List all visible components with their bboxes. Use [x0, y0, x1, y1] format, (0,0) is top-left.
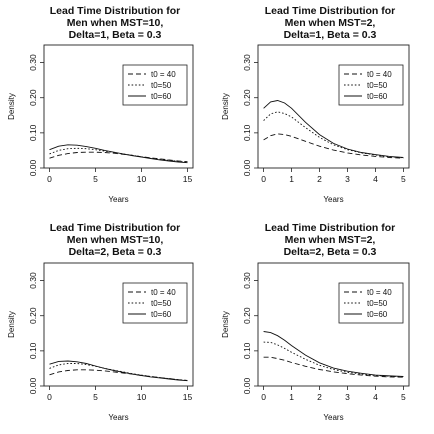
series-line-2	[263, 111, 404, 159]
series-line-3	[263, 100, 404, 158]
legend-label: t0=50	[367, 81, 388, 90]
legend-label: t0=60	[367, 310, 388, 319]
x-axis-label: Years	[323, 195, 343, 204]
chart-title-line: Delta=1, Beta = 0.3	[284, 29, 377, 41]
x-tick-label: 5	[401, 392, 406, 402]
x-tick-label: 4	[373, 392, 378, 402]
chart-title-line: Lead Time Distribution for	[50, 5, 180, 17]
legend-label: t0 = 40	[367, 288, 392, 297]
chart-title-line: Men when MST=10,	[67, 17, 164, 29]
chart-title-line: Lead Time Distribution for	[265, 5, 395, 17]
series-line-3	[49, 144, 188, 164]
legend-label: t0=60	[151, 92, 172, 101]
chart-title-line: Lead Time Distribution for	[265, 222, 395, 234]
x-tick-label: 0	[47, 174, 52, 184]
y-tick-label: 0.00	[28, 377, 38, 394]
y-tick-label: 0.20	[28, 307, 38, 324]
plot-frame	[257, 262, 410, 387]
chart-title-line: Men when MST=2,	[285, 17, 376, 29]
y-tick-label: 0.10	[242, 124, 252, 141]
x-tick-label: 15	[183, 174, 193, 184]
x-tick-label: 15	[183, 392, 193, 402]
y-tick-label: 0.10	[28, 342, 38, 359]
y-tick-label: 0.10	[242, 342, 252, 359]
x-tick-label: 0	[261, 392, 266, 402]
y-tick-label: 0.20	[242, 307, 252, 324]
legend-label: t0 = 40	[367, 70, 392, 79]
legend-box	[122, 282, 188, 324]
x-tick-label: 5	[401, 174, 406, 184]
series-line-2	[49, 147, 188, 163]
series-line-2	[263, 341, 404, 378]
x-tick-label: 3	[345, 392, 350, 402]
chart-title-line: Lead Time Distribution for	[50, 222, 180, 234]
y-axis-label: Density	[221, 311, 230, 338]
series-line-2	[49, 363, 188, 381]
series-line-1	[263, 356, 404, 378]
y-tick-label: 0.30	[242, 272, 252, 289]
x-tick-label: 1	[289, 392, 294, 402]
y-tick-label: 0.10	[28, 124, 38, 141]
legend-label: t0=50	[151, 81, 172, 90]
y-tick-label: 0.30	[242, 54, 252, 71]
plot-frame	[43, 44, 194, 169]
plot-frame	[43, 262, 194, 387]
x-tick-label: 10	[137, 392, 147, 402]
chart-title-line: Delta=1, Beta = 0.3	[69, 29, 162, 41]
y-tick-label: 0.20	[28, 89, 38, 106]
y-axis-label: Density	[7, 311, 16, 338]
y-axis-label: Density	[221, 93, 230, 120]
chart-title-line: Men when MST=2,	[285, 234, 376, 246]
x-tick-label: 1	[289, 174, 294, 184]
legend-label: t0 = 40	[151, 288, 176, 297]
legend-box	[338, 64, 404, 106]
y-tick-label: 0.00	[28, 159, 38, 176]
chart-title-line: Men when MST=10,	[67, 234, 164, 246]
legend-label: t0=60	[367, 92, 388, 101]
y-axis-label: Density	[7, 93, 16, 120]
series-line-1	[263, 133, 404, 159]
chart-title-line: Delta=2, Beta = 0.3	[69, 246, 162, 258]
series-line-3	[49, 360, 188, 382]
x-tick-label: 3	[345, 174, 350, 184]
x-axis-label: Years	[108, 195, 128, 204]
x-tick-label: 2	[317, 392, 322, 402]
x-tick-label: 5	[93, 174, 98, 184]
legend-label: t0=50	[151, 299, 172, 308]
x-axis-label: Years	[108, 413, 128, 422]
legend-label: t0 = 40	[151, 70, 176, 79]
y-tick-label: 0.00	[242, 377, 252, 394]
x-tick-label: 10	[137, 174, 147, 184]
x-axis-label: Years	[323, 413, 343, 422]
x-tick-label: 4	[373, 174, 378, 184]
y-tick-label: 0.30	[28, 54, 38, 71]
y-tick-label: 0.00	[242, 159, 252, 176]
y-tick-label: 0.30	[28, 272, 38, 289]
chart-title-line: Delta=2, Beta = 0.3	[284, 246, 377, 258]
x-tick-label: 2	[317, 174, 322, 184]
y-tick-label: 0.20	[242, 89, 252, 106]
legend-box	[122, 64, 188, 106]
x-tick-label: 0	[47, 392, 52, 402]
legend-box	[338, 282, 404, 324]
x-tick-label: 5	[93, 392, 98, 402]
series-line-3	[263, 331, 404, 377]
x-tick-label: 0	[261, 174, 266, 184]
plot-frame	[257, 44, 410, 169]
legend-label: t0=60	[151, 310, 172, 319]
legend-label: t0=50	[367, 299, 388, 308]
